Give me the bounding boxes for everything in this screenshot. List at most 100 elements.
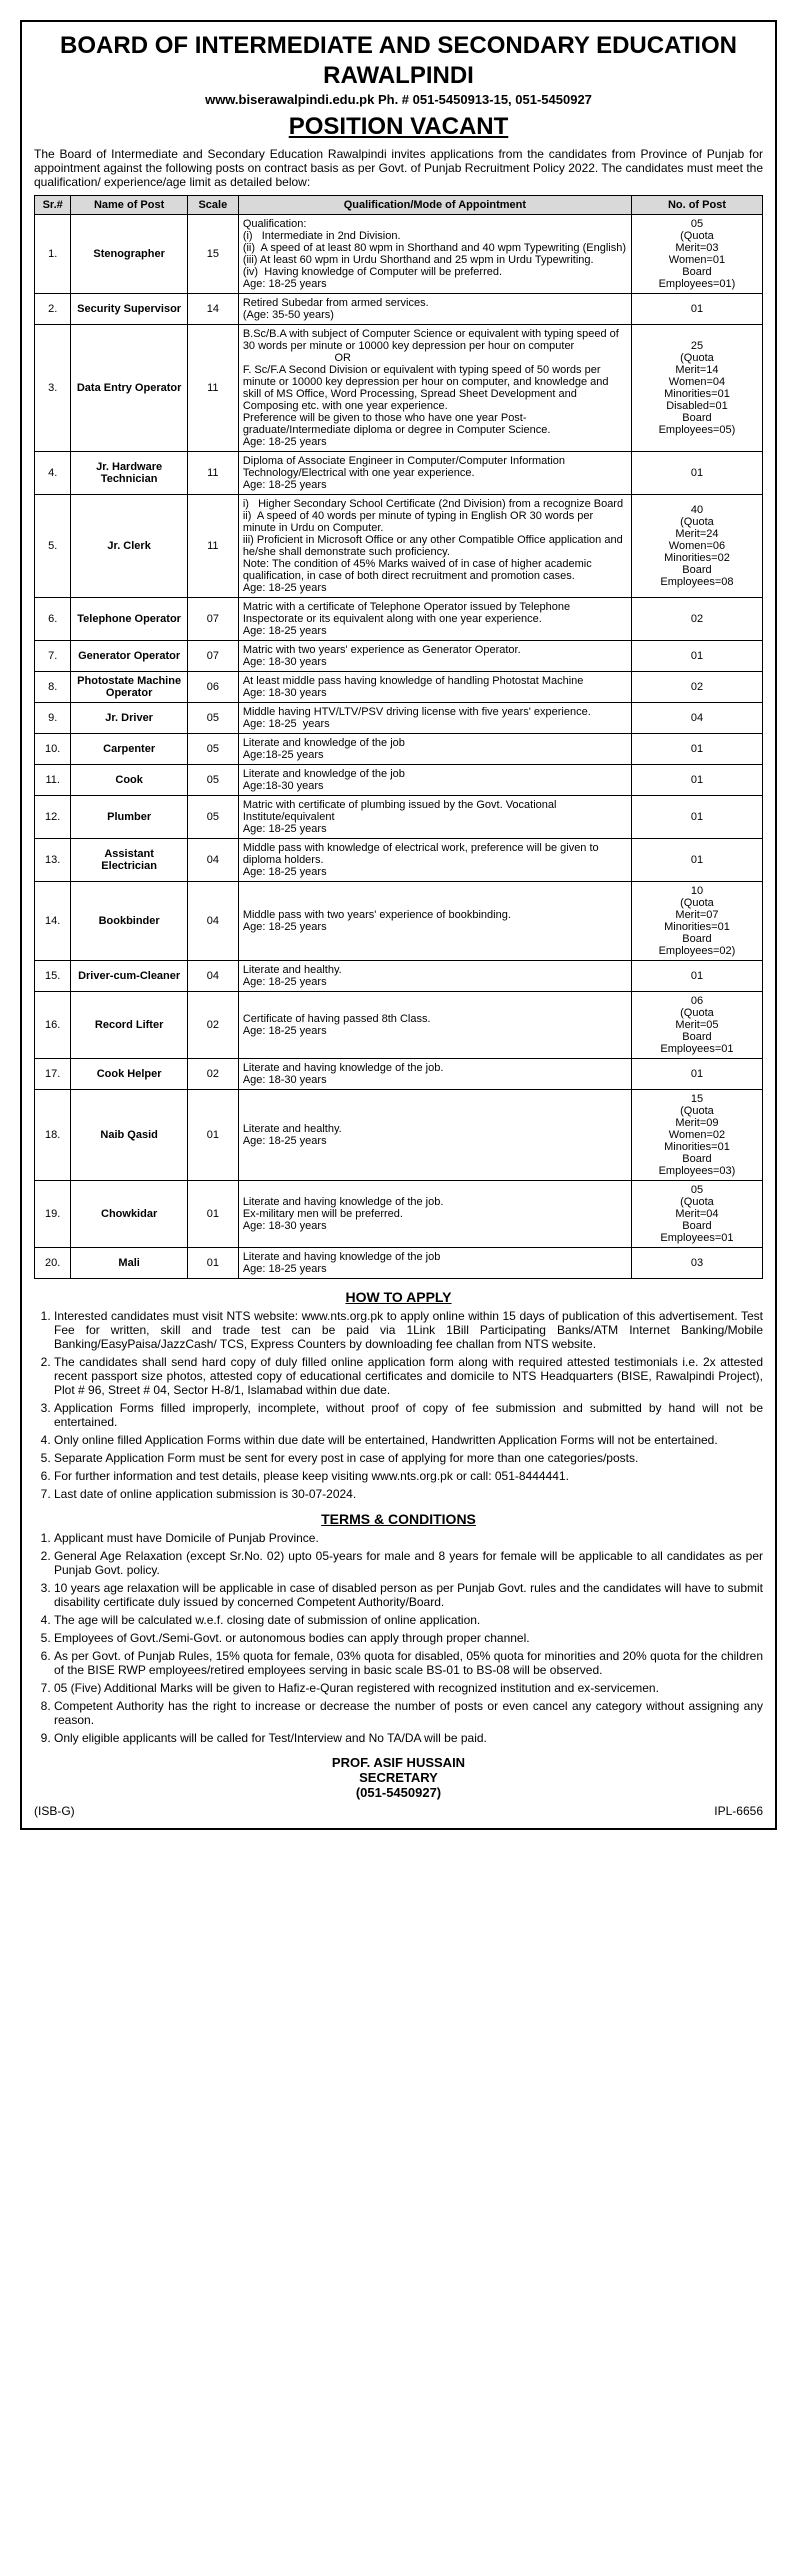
cell: 06 (Quota Merit=05 Board Employees=01 — [631, 991, 762, 1058]
cell: Diploma of Associate Engineer in Compute… — [238, 451, 631, 494]
cell: 01 — [631, 960, 762, 991]
cell: 04 — [187, 960, 238, 991]
cell: Carpenter — [71, 733, 187, 764]
table-row: 20.Mali01Literate and having knowledge o… — [35, 1247, 763, 1278]
cell: Certificate of having passed 8th Class. … — [238, 991, 631, 1058]
cell: Middle pass with two years' experience o… — [238, 881, 631, 960]
cell: 19. — [35, 1180, 71, 1247]
cell: 01 — [631, 640, 762, 671]
table-row: 5.Jr. Clerk11i) Higher Secondary School … — [35, 494, 763, 597]
cell: 7. — [35, 640, 71, 671]
table-row: 14.Bookbinder04Middle pass with two year… — [35, 881, 763, 960]
cell: 07 — [187, 640, 238, 671]
cell: 9. — [35, 702, 71, 733]
list-item: Interested candidates must visit NTS web… — [54, 1309, 763, 1351]
cell: Literate and having knowledge of the job… — [238, 1247, 631, 1278]
list-item: Only eligible applicants will be called … — [54, 1731, 763, 1745]
cell: Cook — [71, 764, 187, 795]
cell: B.Sc/B.A with subject of Computer Scienc… — [238, 324, 631, 451]
col-sr: Sr.# — [35, 195, 71, 214]
cell: 01 — [187, 1180, 238, 1247]
table-row: 17.Cook Helper02Literate and having know… — [35, 1058, 763, 1089]
terms-list: Applicant must have Domicile of Punjab P… — [34, 1531, 763, 1745]
cell: 8. — [35, 671, 71, 702]
cell: 01 — [187, 1247, 238, 1278]
cell: 04 — [187, 881, 238, 960]
cell: Jr. Clerk — [71, 494, 187, 597]
list-item: 05 (Five) Additional Marks will be given… — [54, 1681, 763, 1695]
table-row: 19.Chowkidar01Literate and having knowle… — [35, 1180, 763, 1247]
cell: Stenographer — [71, 214, 187, 293]
how-to-apply-list: Interested candidates must visit NTS web… — [34, 1309, 763, 1501]
contact-line: www.biserawalpindi.edu.pk Ph. # 051-5450… — [34, 92, 763, 107]
list-item: Employees of Govt./Semi-Govt. or autonom… — [54, 1631, 763, 1645]
list-item: As per Govt. of Punjab Rules, 15% quota … — [54, 1649, 763, 1677]
cell: Data Entry Operator — [71, 324, 187, 451]
cell: Literate and healthy. Age: 18-25 years — [238, 1089, 631, 1180]
table-row: 16.Record Lifter02Certificate of having … — [35, 991, 763, 1058]
signature-block: PROF. ASIF HUSSAIN SECRETARY (051-545092… — [34, 1755, 763, 1800]
cell: 01 — [631, 451, 762, 494]
terms-heading: TERMS & CONDITIONS — [34, 1511, 763, 1527]
table-row: 1.Stenographer15Qualification: (i) Inter… — [35, 214, 763, 293]
cell: 25 (Quota Merit=14 Women=04 Minorities=0… — [631, 324, 762, 451]
table-row: 9.Jr. Driver05Middle having HTV/LTV/PSV … — [35, 702, 763, 733]
footer-left: (ISB-G) — [34, 1804, 75, 1818]
table-row: 18.Naib Qasid01Literate and healthy. Age… — [35, 1089, 763, 1180]
table-row: 11.Cook05Literate and knowledge of the j… — [35, 764, 763, 795]
cell: Retired Subedar from armed services. (Ag… — [238, 293, 631, 324]
list-item: Application Forms filled improperly, inc… — [54, 1401, 763, 1429]
col-num: No. of Post — [631, 195, 762, 214]
cell: 15 — [187, 214, 238, 293]
cell: 1. — [35, 214, 71, 293]
table-head: Sr.# Name of Post Scale Qualification/Mo… — [35, 195, 763, 214]
cell: Assistant Electrician — [71, 838, 187, 881]
list-item: Last date of online application submissi… — [54, 1487, 763, 1501]
cell: 05 — [187, 795, 238, 838]
table-row: 15.Driver-cum-Cleaner04Literate and heal… — [35, 960, 763, 991]
cell: 18. — [35, 1089, 71, 1180]
cell: 02 — [187, 1058, 238, 1089]
cell: Middle having HTV/LTV/PSV driving licens… — [238, 702, 631, 733]
cell: Telephone Operator — [71, 597, 187, 640]
cell: Driver-cum-Cleaner — [71, 960, 187, 991]
signatory-title: SECRETARY — [34, 1770, 763, 1785]
table-row: 6.Telephone Operator07Matric with a cert… — [35, 597, 763, 640]
cell: Bookbinder — [71, 881, 187, 960]
cell: 10. — [35, 733, 71, 764]
advertisement-page: BOARD OF INTERMEDIATE AND SECONDARY EDUC… — [20, 20, 777, 1830]
cell: Literate and knowledge of the job Age:18… — [238, 733, 631, 764]
cell: 16. — [35, 991, 71, 1058]
cell: 05 (Quota Merit=04 Board Employees=01 — [631, 1180, 762, 1247]
table-row: 7.Generator Operator07Matric with two ye… — [35, 640, 763, 671]
cell: Cook Helper — [71, 1058, 187, 1089]
signatory-phone: (051-5450927) — [34, 1785, 763, 1800]
cell: 01 — [631, 293, 762, 324]
cell: 6. — [35, 597, 71, 640]
cell: 17. — [35, 1058, 71, 1089]
cell: 02 — [631, 671, 762, 702]
table-row: 10.Carpenter05Literate and knowledge of … — [35, 733, 763, 764]
list-item: Competent Authority has the right to inc… — [54, 1699, 763, 1727]
cell: 01 — [631, 1058, 762, 1089]
org-title: BOARD OF INTERMEDIATE AND SECONDARY EDUC… — [34, 32, 763, 60]
cell: 14 — [187, 293, 238, 324]
cell: 05 — [187, 733, 238, 764]
cell: 11. — [35, 764, 71, 795]
cell: 11 — [187, 451, 238, 494]
cell: 02 — [631, 597, 762, 640]
list-item: General Age Relaxation (except Sr.No. 02… — [54, 1549, 763, 1577]
list-item: The age will be calculated w.e.f. closin… — [54, 1613, 763, 1627]
cell: 11 — [187, 324, 238, 451]
posts-table: Sr.# Name of Post Scale Qualification/Mo… — [34, 195, 763, 1279]
cell: 01 — [631, 733, 762, 764]
list-item: For further information and test details… — [54, 1469, 763, 1483]
cell: Literate and having knowledge of the job… — [238, 1058, 631, 1089]
list-item: 10 years age relaxation will be applicab… — [54, 1581, 763, 1609]
cell: Literate and having knowledge of the job… — [238, 1180, 631, 1247]
cell: Literate and knowledge of the job Age:18… — [238, 764, 631, 795]
footer-right: IPL-6656 — [714, 1804, 763, 1818]
cell: Security Supervisor — [71, 293, 187, 324]
cell: Naib Qasid — [71, 1089, 187, 1180]
cell: 15 (Quota Merit=09 Women=02 Minorities=0… — [631, 1089, 762, 1180]
